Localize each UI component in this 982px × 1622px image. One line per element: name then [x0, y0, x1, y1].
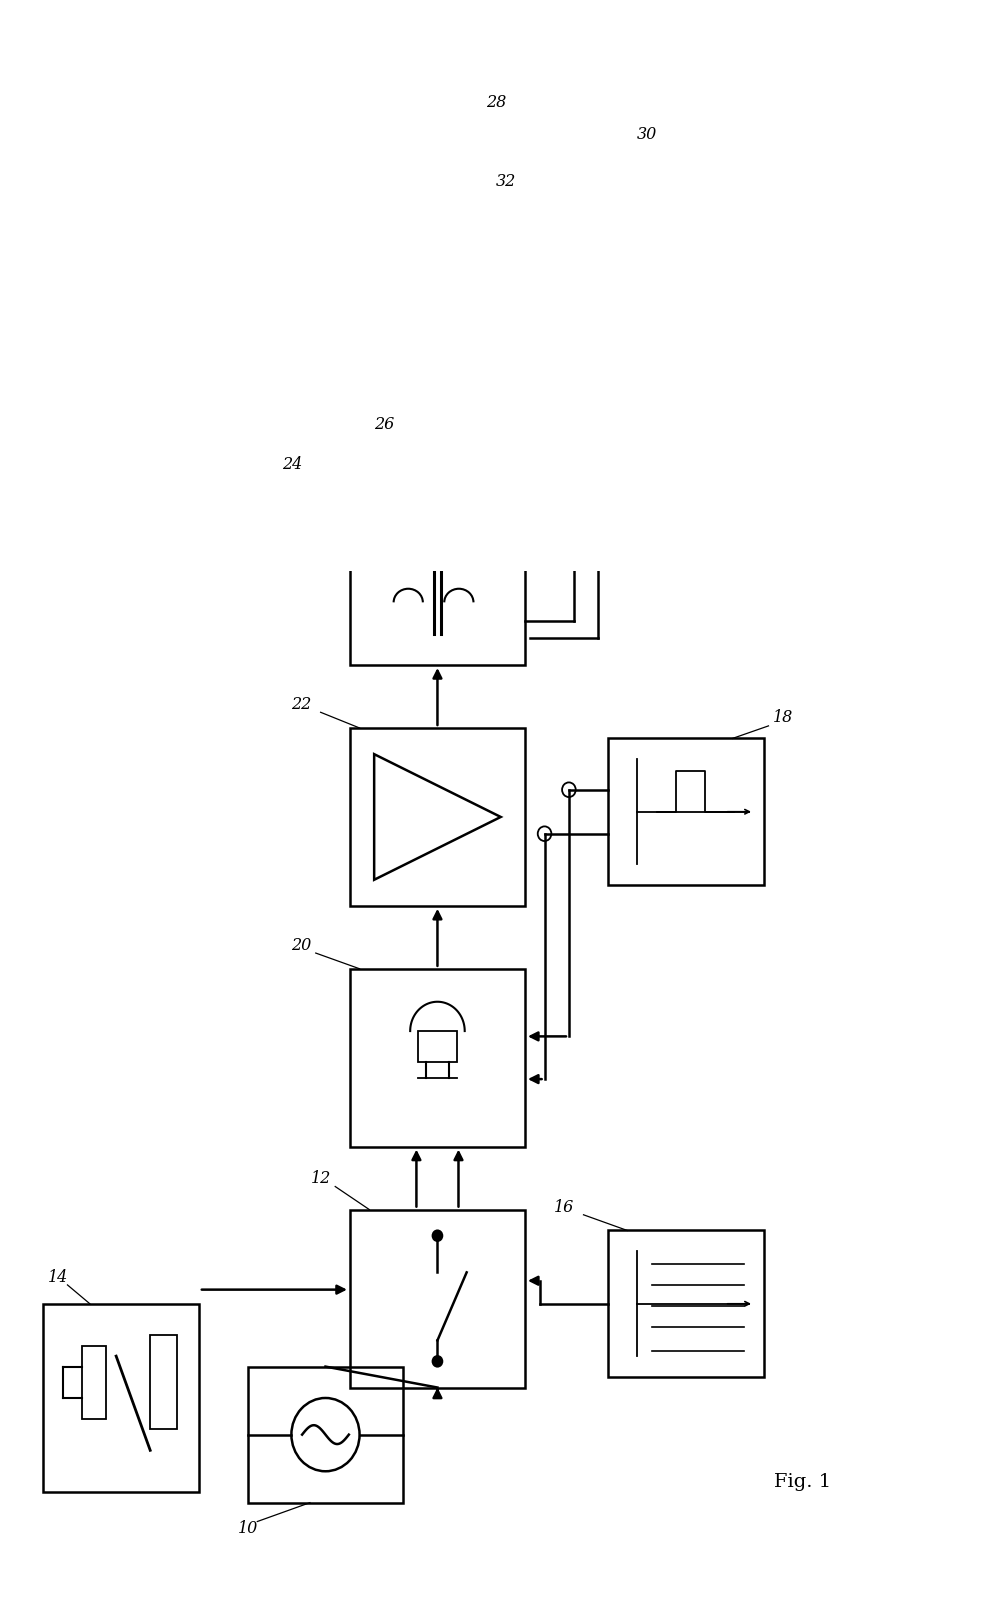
Text: 10: 10 — [238, 1520, 258, 1538]
Text: 18: 18 — [774, 709, 793, 727]
Circle shape — [432, 1354, 443, 1367]
Bar — [43, 1304, 199, 1492]
Bar — [350, 487, 525, 665]
Text: 22: 22 — [292, 696, 311, 714]
Text: 16: 16 — [554, 1199, 574, 1216]
Text: 12: 12 — [311, 1169, 331, 1187]
Text: 26: 26 — [374, 415, 395, 433]
Bar — [418, 1032, 457, 1062]
Bar — [350, 728, 525, 907]
Text: 28: 28 — [486, 94, 507, 112]
Bar — [82, 1346, 106, 1419]
Bar — [608, 1231, 764, 1377]
Bar — [350, 1210, 525, 1387]
Text: 30: 30 — [637, 127, 657, 143]
Circle shape — [432, 1229, 443, 1242]
Bar — [350, 968, 525, 1147]
Bar — [150, 1335, 178, 1429]
Text: 32: 32 — [496, 174, 517, 190]
Text: 14: 14 — [48, 1268, 68, 1286]
Bar — [608, 738, 764, 886]
Text: 20: 20 — [292, 938, 311, 954]
Text: 24: 24 — [282, 456, 301, 472]
Text: Fig. 1: Fig. 1 — [774, 1473, 831, 1491]
Bar — [247, 1367, 404, 1502]
